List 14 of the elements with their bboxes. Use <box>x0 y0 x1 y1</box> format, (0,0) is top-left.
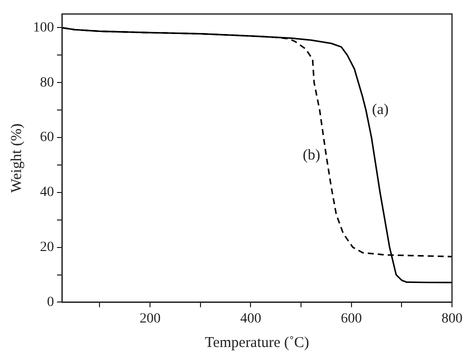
y-tick-label: 60 <box>40 130 54 146</box>
y-tick-label: 40 <box>40 185 54 200</box>
y-tick-label: 100 <box>33 20 54 36</box>
annotation: (b) <box>302 147 320 164</box>
x-tick-label: 200 <box>140 311 161 326</box>
x-axis-title: Temperature (˚C) <box>204 334 310 351</box>
y-axis-title: Weight (%) <box>8 124 25 193</box>
y-tick-label: 0 <box>47 294 54 310</box>
x-tick-label: 800 <box>442 311 462 326</box>
y-tick-label: 20 <box>40 240 54 255</box>
annotation: (a) <box>372 102 389 118</box>
x-tick-label: 400 <box>240 311 262 326</box>
x-tick-label: 600 <box>340 311 362 326</box>
y-tick-label: 80 <box>40 75 54 90</box>
